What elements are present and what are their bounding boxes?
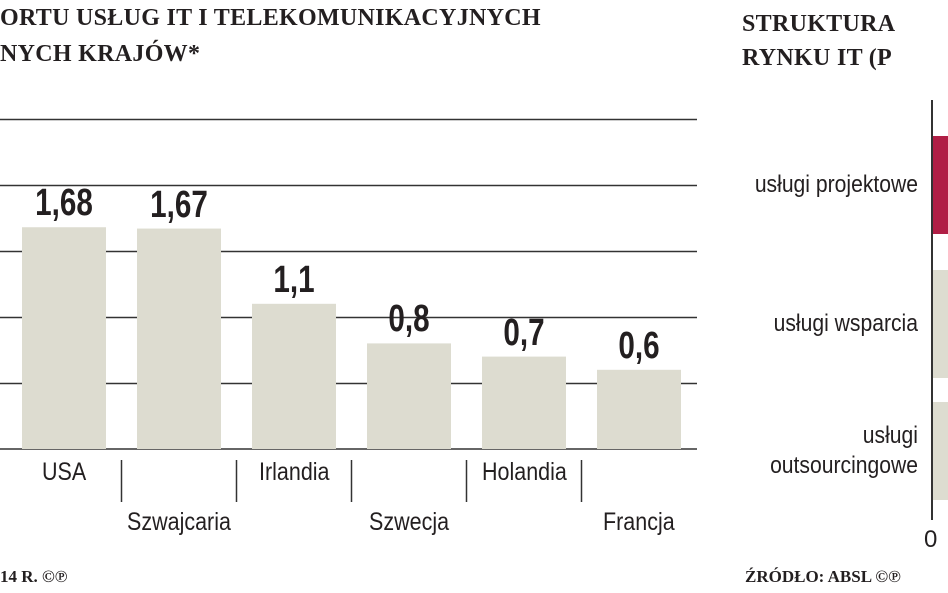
category-label: Szwecja — [368, 508, 450, 536]
left-footer: 14 R. ©℗ — [0, 567, 68, 586]
data-label: 0,7 — [503, 311, 545, 354]
data-label: 1,1 — [273, 258, 315, 301]
category-label: Irlandia — [258, 458, 330, 486]
category-label: usługi projektowe — [754, 171, 918, 198]
category-label: USA — [41, 458, 87, 486]
data-label: 1,67 — [150, 183, 208, 226]
bar — [482, 356, 566, 449]
right-title-line1: STRUKTURA — [742, 11, 896, 37]
data-label: 0,6 — [618, 324, 660, 367]
left-title-line2: NYCH KRAJÓW* — [0, 41, 201, 67]
data-label: 0,8 — [388, 298, 430, 341]
bar — [137, 228, 221, 449]
category-label: usługi outsourcingowe — [770, 422, 918, 479]
bar — [22, 227, 106, 449]
left-title-line1: ORTU USŁUG IT I TELEKOMUNIKACYJNYCH — [0, 5, 541, 31]
right-bar-chart — [931, 100, 948, 520]
right-footer: ŹRÓDŁO: ABSL ©℗ — [745, 567, 901, 586]
bar — [597, 369, 681, 449]
bar — [933, 270, 948, 378]
bar — [933, 136, 948, 234]
category-label: Francja — [603, 508, 675, 536]
category-label: usługi wsparcia — [773, 310, 918, 337]
bar — [933, 402, 948, 500]
category-label: Holandia — [481, 458, 567, 486]
right-axis-zero: 0 — [924, 526, 938, 553]
data-label: 1,68 — [35, 182, 93, 225]
category-label: Szwajcaria — [127, 508, 231, 536]
bar — [367, 343, 451, 449]
left-bar-chart — [0, 118, 697, 502]
bar — [252, 303, 336, 449]
right-title-line2: RYNKU IT (P — [742, 45, 893, 71]
